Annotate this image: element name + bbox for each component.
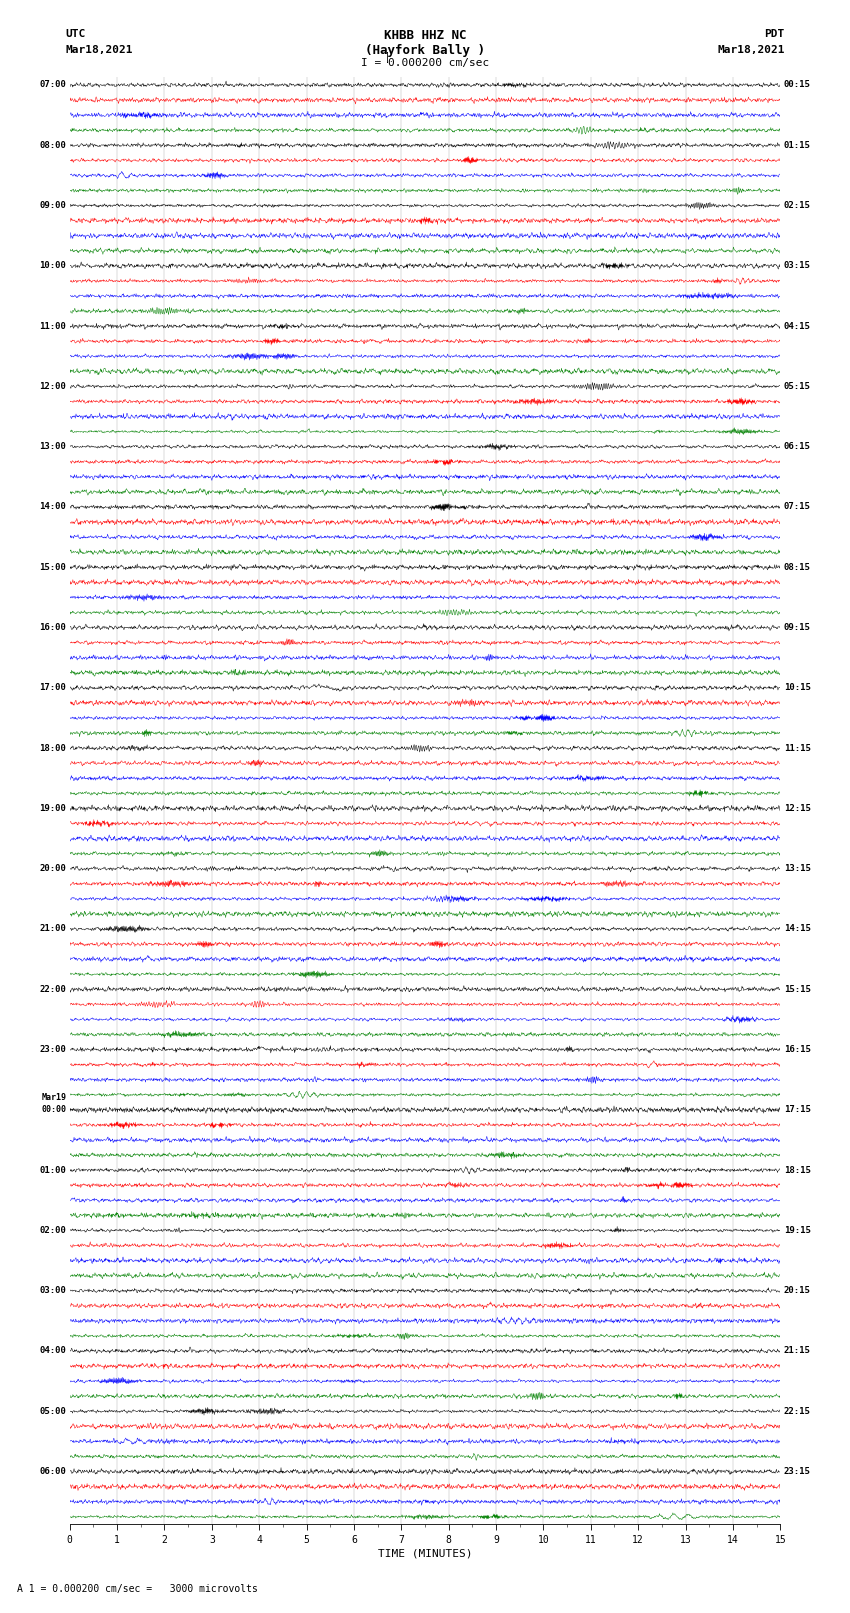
Text: 21:00: 21:00	[39, 924, 66, 934]
Text: 18:15: 18:15	[784, 1166, 811, 1174]
Text: 20:15: 20:15	[784, 1286, 811, 1295]
Text: 14:15: 14:15	[784, 924, 811, 934]
Text: 15:00: 15:00	[39, 563, 66, 571]
Text: Mar19: Mar19	[41, 1094, 66, 1102]
Text: 23:00: 23:00	[39, 1045, 66, 1053]
Text: 11:00: 11:00	[39, 321, 66, 331]
Text: 19:15: 19:15	[784, 1226, 811, 1236]
Text: 18:00: 18:00	[39, 744, 66, 753]
Text: 16:15: 16:15	[784, 1045, 811, 1053]
Text: 17:15: 17:15	[784, 1105, 811, 1115]
Text: 04:00: 04:00	[39, 1347, 66, 1355]
Text: 06:00: 06:00	[39, 1468, 66, 1476]
Text: I = 0.000200 cm/sec: I = 0.000200 cm/sec	[361, 58, 489, 68]
Text: 21:15: 21:15	[784, 1347, 811, 1355]
Text: 08:00: 08:00	[39, 140, 66, 150]
Text: Mar18,2021: Mar18,2021	[717, 45, 785, 55]
Text: 12:00: 12:00	[39, 382, 66, 390]
Text: 09:15: 09:15	[784, 623, 811, 632]
Text: 14:00: 14:00	[39, 503, 66, 511]
Text: 11:15: 11:15	[784, 744, 811, 753]
Text: 09:00: 09:00	[39, 202, 66, 210]
Text: UTC: UTC	[65, 29, 86, 39]
Text: 15:15: 15:15	[784, 986, 811, 994]
Text: 01:00: 01:00	[39, 1166, 66, 1174]
Text: 12:15: 12:15	[784, 803, 811, 813]
Text: 08:15: 08:15	[784, 563, 811, 571]
Text: 13:00: 13:00	[39, 442, 66, 452]
Text: PDT: PDT	[764, 29, 785, 39]
Text: (Hayfork Bally ): (Hayfork Bally )	[365, 44, 485, 56]
Text: 10:15: 10:15	[784, 684, 811, 692]
X-axis label: TIME (MINUTES): TIME (MINUTES)	[377, 1548, 473, 1558]
Text: 01:15: 01:15	[784, 140, 811, 150]
Text: A 1 = 0.000200 cm/sec =   3000 microvolts: A 1 = 0.000200 cm/sec = 3000 microvolts	[17, 1584, 258, 1594]
Text: 17:00: 17:00	[39, 684, 66, 692]
Text: 05:15: 05:15	[784, 382, 811, 390]
Text: 05:00: 05:00	[39, 1407, 66, 1416]
Text: 03:15: 03:15	[784, 261, 811, 271]
Text: 00:15: 00:15	[784, 81, 811, 89]
Text: 02:00: 02:00	[39, 1226, 66, 1236]
Text: 07:00: 07:00	[39, 81, 66, 89]
Text: 03:00: 03:00	[39, 1286, 66, 1295]
Text: 16:00: 16:00	[39, 623, 66, 632]
Text: 20:00: 20:00	[39, 865, 66, 873]
Text: 00:00: 00:00	[41, 1105, 66, 1115]
Text: 02:15: 02:15	[784, 202, 811, 210]
Text: 13:15: 13:15	[784, 865, 811, 873]
Text: KHBB HHZ NC: KHBB HHZ NC	[383, 29, 467, 42]
Text: 19:00: 19:00	[39, 803, 66, 813]
Text: 07:15: 07:15	[784, 503, 811, 511]
Text: Mar18,2021: Mar18,2021	[65, 45, 133, 55]
Text: 22:15: 22:15	[784, 1407, 811, 1416]
Text: 23:15: 23:15	[784, 1468, 811, 1476]
Text: 22:00: 22:00	[39, 986, 66, 994]
Text: 06:15: 06:15	[784, 442, 811, 452]
Text: 04:15: 04:15	[784, 321, 811, 331]
Text: 10:00: 10:00	[39, 261, 66, 271]
